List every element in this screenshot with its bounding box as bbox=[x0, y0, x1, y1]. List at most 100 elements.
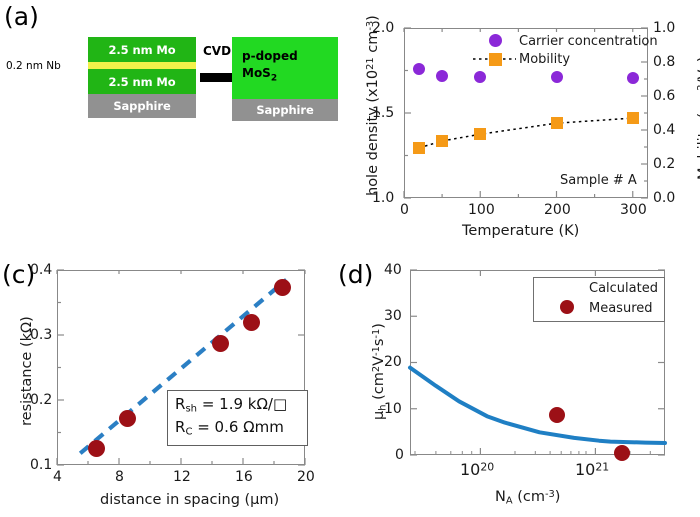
cvd-arrow-shaft bbox=[200, 73, 234, 82]
legend-mobility-label: Mobility bbox=[519, 52, 571, 67]
layer-mo-bottom: 2.5 nm Mo bbox=[88, 69, 196, 94]
ytick-label-right: 0.2 bbox=[653, 156, 676, 172]
ylabel-left-sup1: 21 bbox=[365, 57, 376, 70]
layer-mo-top-label: 2.5 nm Mo bbox=[108, 42, 176, 57]
ylabel-left-mid: cm bbox=[365, 30, 382, 58]
panel-c-xlabel: distance in spacing (μm) bbox=[100, 492, 280, 508]
ylabel-right-post: /Vs) bbox=[696, 56, 700, 85]
mos2-film-label: p-doped MoS2 bbox=[242, 48, 298, 86]
rc-subscript: C bbox=[185, 426, 193, 438]
carrier-point bbox=[474, 70, 487, 83]
ytick-label: 0.3 bbox=[30, 327, 53, 343]
measured-mobility-point bbox=[614, 445, 630, 462]
na-subscript: A bbox=[505, 495, 513, 507]
rsh-line: Rsh = 1.9 kΩ/□ bbox=[175, 394, 300, 417]
nb-thickness-label: 0.2 nm Nb bbox=[6, 60, 61, 72]
ytick-label-right: 0.8 bbox=[653, 54, 676, 70]
ytick-label: 0.2 bbox=[30, 392, 53, 408]
panel-c-letter: (c) bbox=[2, 260, 36, 289]
panel-b-xlabel: Temperature (K) bbox=[462, 223, 580, 239]
xtick-exp: 21 bbox=[595, 460, 610, 474]
na-unit-pre: (cm bbox=[512, 489, 545, 506]
ytick-label: 0 bbox=[395, 447, 404, 463]
legend-measured-label: Measured bbox=[589, 301, 653, 316]
xtick-label: 1021 bbox=[575, 460, 610, 479]
panel-b-chart: (b) bbox=[350, 0, 700, 250]
measured-mobility-point bbox=[549, 407, 566, 424]
layer-sapphire-right-label: Sapphire bbox=[256, 103, 314, 117]
na-symbol: N bbox=[495, 489, 506, 506]
ytick-label-left: 2.0 bbox=[372, 20, 395, 36]
layer-sapphire-left: Sapphire bbox=[88, 94, 196, 118]
panel-d-letter: (d) bbox=[338, 260, 374, 289]
xtick-label: 1020 bbox=[460, 460, 495, 479]
panel-b-axes bbox=[404, 28, 648, 198]
mu-unit-end: ) bbox=[371, 323, 388, 329]
na-unit-exp: -3 bbox=[544, 489, 555, 500]
mu-unit-s-exp: -1 bbox=[371, 328, 382, 339]
mu-unit-s: s bbox=[371, 338, 388, 347]
layer-mo-top: 2.5 nm Mo bbox=[88, 37, 196, 62]
carrier-point bbox=[436, 69, 449, 82]
ytick-label-right: 0.4 bbox=[653, 122, 676, 138]
mobility-point bbox=[413, 141, 426, 154]
mos2-formula-sub: 2 bbox=[270, 73, 278, 84]
ytick-label-left: 1.5 bbox=[372, 105, 395, 121]
mobility-point bbox=[474, 128, 487, 141]
na-unit-end: ) bbox=[554, 489, 561, 506]
rsh-symbol: R bbox=[175, 395, 186, 413]
legend-calculated-label: Calculated bbox=[589, 281, 658, 296]
ytick-label-right: 1.0 bbox=[653, 20, 676, 36]
layer-sapphire-left-label: Sapphire bbox=[113, 99, 171, 113]
ylabel-left-post: ) bbox=[365, 15, 382, 21]
ytick-label: 0.1 bbox=[30, 457, 53, 473]
ytick-label: 10 bbox=[384, 401, 402, 417]
ytick-label-left: 1.0 bbox=[372, 190, 395, 206]
xtick-label: 12 bbox=[173, 469, 191, 485]
carrier-point bbox=[626, 72, 639, 85]
ylabel-left-pre: hole density (x10 bbox=[365, 69, 382, 196]
rc-symbol: R bbox=[175, 417, 186, 436]
panel-d-legend bbox=[533, 277, 665, 322]
rsh-subscript: sh bbox=[185, 403, 198, 415]
carrier-point bbox=[413, 63, 426, 75]
cvd-label: CVD bbox=[203, 44, 232, 58]
panel-a-letter: (a) bbox=[4, 2, 39, 31]
ytick-label: 0.4 bbox=[30, 262, 53, 278]
ytick-label: 30 bbox=[384, 308, 402, 324]
extracted-parameters-box: Rsh = 1.9 kΩ/□ RC = 0.6 Ωmm bbox=[167, 390, 308, 446]
legend-mobility-marker bbox=[488, 52, 502, 66]
mobility-point bbox=[550, 117, 563, 130]
mos2-pdoped-text: p-doped bbox=[242, 49, 298, 63]
layer-sapphire-right: Sapphire bbox=[232, 99, 338, 121]
mu-unit-cm-exp: 2 bbox=[371, 365, 382, 373]
resistance-point bbox=[211, 335, 229, 353]
resistance-point bbox=[118, 409, 136, 427]
legend-measured-marker bbox=[560, 300, 574, 314]
layer-nb bbox=[88, 62, 196, 69]
xtick-exp: 20 bbox=[480, 460, 495, 474]
xtick-label: 300 bbox=[620, 202, 647, 218]
ylabel-right-sup: 2 bbox=[696, 84, 700, 90]
panel-c-chart: (c) bbox=[0, 250, 350, 517]
mobility-point bbox=[626, 112, 639, 125]
panel-b-ylabel-left: hole density (x1021 cm-3) bbox=[365, 15, 382, 196]
rc-line: RC = 0.6 Ωmm bbox=[175, 417, 300, 440]
ylabel-left-sup2: -3 bbox=[365, 20, 376, 31]
xtick-label: 200 bbox=[544, 202, 571, 218]
xtick-label: 16 bbox=[235, 469, 253, 485]
resistance-point bbox=[87, 440, 105, 458]
ylabel-right-pre: Mobility (cm bbox=[696, 90, 700, 180]
xtick-label: 20 bbox=[297, 469, 315, 485]
ytick-label: 40 bbox=[384, 262, 402, 278]
mu-symbol: μ bbox=[371, 410, 388, 420]
layer-mos2-film bbox=[232, 37, 338, 99]
mos2-formula-text: MoS bbox=[242, 66, 271, 81]
mobility-point bbox=[436, 135, 449, 148]
sample-annotation: Sample # A bbox=[560, 173, 637, 188]
panel-a-schematic: (a) 2.5 nm Mo 2.5 nm Mo Sapphire 0.2 nm … bbox=[0, 0, 350, 250]
carrier-point bbox=[550, 70, 563, 83]
ytick-label: 20 bbox=[384, 354, 402, 370]
panel-d-xlabel: NA (cm-3) bbox=[495, 490, 560, 506]
xtick-label: 100 bbox=[468, 202, 495, 218]
